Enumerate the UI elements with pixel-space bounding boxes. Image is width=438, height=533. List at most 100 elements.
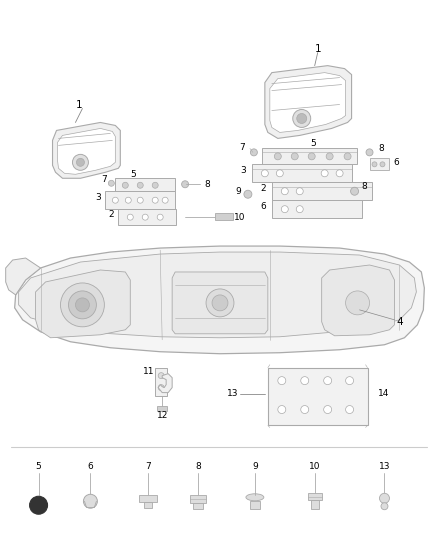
Circle shape [212,295,228,311]
Circle shape [162,197,168,203]
Text: 6: 6 [260,201,266,211]
Circle shape [350,187,359,195]
Circle shape [276,170,283,177]
Bar [262,148,357,164]
Circle shape [152,197,158,203]
Bar [144,502,152,508]
Bar [106,191,175,209]
Bar [155,368,167,395]
Circle shape [321,170,328,177]
Polygon shape [270,72,346,132]
Text: 3: 3 [240,166,246,175]
Circle shape [251,149,258,156]
Text: 13: 13 [379,462,390,471]
Text: 10: 10 [309,462,321,471]
Circle shape [346,406,353,414]
Text: 5: 5 [36,462,42,471]
Circle shape [72,155,88,171]
Text: 6: 6 [88,462,93,471]
Polygon shape [57,128,115,174]
Bar [139,495,157,502]
Text: 7: 7 [239,143,245,152]
Circle shape [346,377,353,385]
Text: 2: 2 [260,184,266,193]
Bar [250,501,260,509]
Bar [272,200,361,218]
Circle shape [122,182,128,188]
Circle shape [206,289,234,317]
Text: 8: 8 [204,180,210,189]
Bar [118,209,176,225]
Circle shape [137,182,143,188]
Circle shape [293,109,311,127]
Circle shape [83,494,97,508]
Circle shape [108,180,114,186]
Circle shape [324,406,332,414]
Circle shape [301,377,309,385]
Polygon shape [6,258,41,295]
Text: 8: 8 [362,182,367,191]
Circle shape [182,181,189,188]
Circle shape [366,149,373,156]
Circle shape [112,197,118,203]
Circle shape [158,373,164,378]
Bar [370,158,389,171]
Bar [308,493,321,500]
Circle shape [158,385,164,391]
Bar [115,178,175,191]
Text: 6: 6 [394,158,399,167]
Circle shape [261,170,268,177]
Circle shape [68,291,96,319]
Polygon shape [321,265,395,336]
Bar [268,368,367,425]
Circle shape [372,162,377,167]
Bar [215,213,233,220]
Circle shape [152,182,158,188]
Circle shape [297,114,307,124]
Text: 12: 12 [156,411,168,420]
Text: 4: 4 [396,317,403,327]
Text: 1: 1 [314,44,321,54]
Circle shape [324,377,332,385]
Circle shape [326,153,333,160]
Text: 8: 8 [195,462,201,471]
Polygon shape [19,252,417,338]
Circle shape [291,153,298,160]
Text: 3: 3 [95,193,101,201]
Circle shape [278,406,286,414]
Circle shape [75,298,89,312]
Bar [272,182,371,200]
Circle shape [142,214,148,220]
Polygon shape [53,123,120,178]
Text: 5: 5 [131,170,136,179]
Circle shape [381,503,388,510]
Text: 11: 11 [142,367,154,376]
Text: 13: 13 [227,389,239,398]
Circle shape [274,153,281,160]
Circle shape [380,162,385,167]
Polygon shape [172,272,268,334]
Bar [190,495,206,503]
Text: 9: 9 [235,187,241,196]
Circle shape [281,188,288,195]
Bar [311,500,319,509]
Text: 8: 8 [378,144,385,153]
Circle shape [308,153,315,160]
Text: 5: 5 [310,139,315,148]
Circle shape [244,190,252,198]
Text: 10: 10 [234,213,246,222]
Polygon shape [265,66,352,139]
Circle shape [344,153,351,160]
Circle shape [296,206,303,213]
Ellipse shape [246,494,264,501]
Circle shape [157,214,163,220]
Circle shape [379,493,389,503]
Circle shape [346,291,370,315]
Text: 9: 9 [252,462,258,471]
Circle shape [296,188,303,195]
Bar [157,406,167,410]
Circle shape [281,206,288,213]
Circle shape [30,496,48,514]
Circle shape [125,197,131,203]
Circle shape [137,197,143,203]
